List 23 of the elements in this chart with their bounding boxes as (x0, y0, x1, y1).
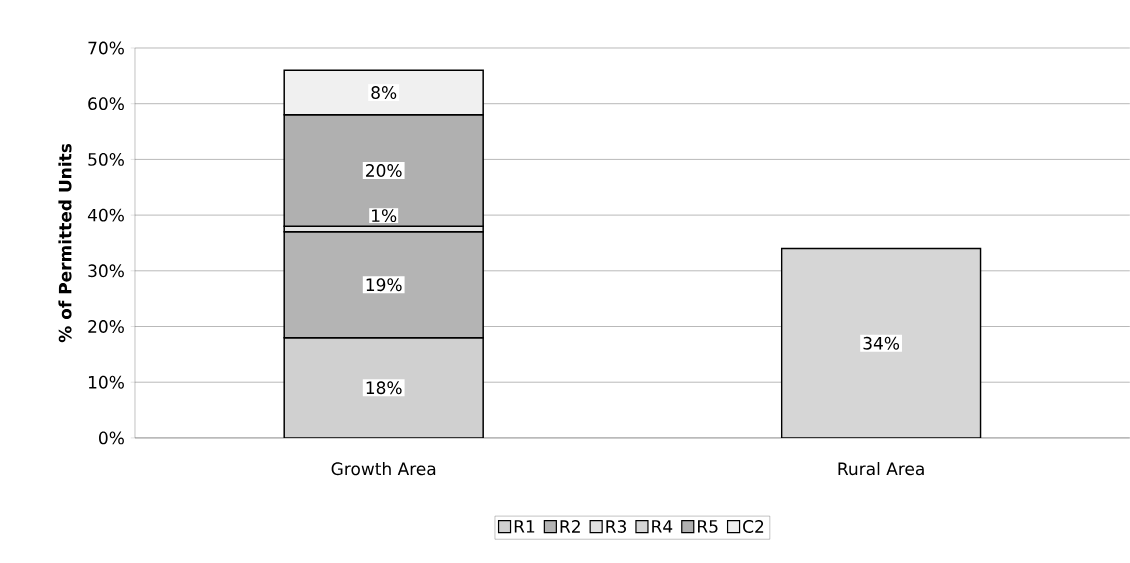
data-label: 18% (366, 381, 402, 395)
legend-label: R3 (606, 520, 627, 533)
data-label: 1% (372, 209, 397, 223)
legend-label: R5 (698, 520, 718, 533)
legend-label: R1 (514, 520, 535, 533)
data-label: 19% (366, 278, 402, 292)
y-axis-title: % of Permitted Units (58, 143, 72, 343)
y-tick-label: 10% (88, 375, 124, 389)
legend-label: R2 (560, 520, 580, 533)
y-tick-label: 30% (88, 264, 124, 278)
y-tick-label: 60% (88, 97, 124, 111)
x-tick-label: Growth Area (331, 462, 436, 476)
legend-label: R4 (652, 520, 673, 533)
y-tick-label: 20% (88, 320, 124, 333)
data-label: 34% (863, 336, 900, 350)
y-tick-label: 70% (88, 41, 124, 55)
data-label: 20% (366, 164, 402, 178)
x-tick-label: Rural Area (838, 462, 924, 476)
y-tick-label: 0% (99, 431, 124, 445)
y-tick-label: 40% (87, 208, 124, 222)
legend-label: C2 (743, 520, 764, 533)
y-tick-label: 50% (88, 153, 124, 166)
data-label: 8% (371, 86, 397, 100)
